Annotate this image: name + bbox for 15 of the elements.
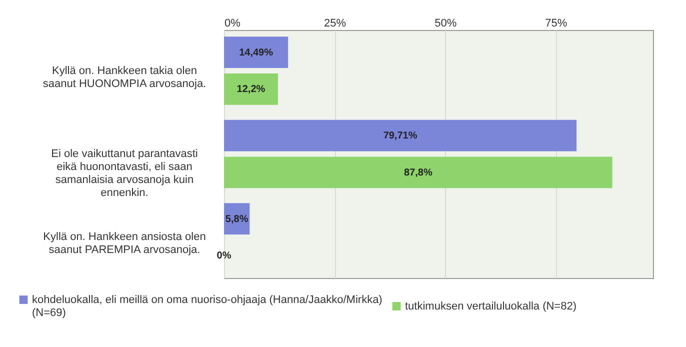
data-label: 5,8% (225, 214, 248, 225)
data-label: 87,8% (404, 167, 432, 178)
x-tick-label: 0% (224, 18, 241, 30)
data-label: 0% (216, 250, 232, 262)
y-tick-label: Kyllä on. Hankkeen ansiosta olen saanut PAREMPIA arvosanoja. (43, 231, 206, 256)
legend-label: kohdeluokalla, eli meillä on oma nuoriso-ohjaaja (Hanna/Jaakko/Mirkka) (N=69) (32, 294, 382, 319)
x-tick-label: 50% (434, 18, 457, 30)
x-tick-label: 75% (545, 18, 568, 30)
legend-label: tutkimuksen vertailuluokalla (N=82) (405, 300, 576, 312)
data-label: 14,49% (239, 47, 274, 58)
data-label: 79,71% (383, 130, 418, 142)
data-label: 12,2% (236, 84, 266, 96)
x-tick-label: 25% (324, 18, 346, 30)
y-tick-label: Kyllä on. Hankkeen takia olen saanut HUONOMPIA arvosanoja. (42, 64, 206, 90)
y-tick-label: Ei ole vaikuttanut parantavasti eikä huonontavasti, eli saan samanlaisia arvosanoja kuin ennenkin. (51, 148, 198, 199)
